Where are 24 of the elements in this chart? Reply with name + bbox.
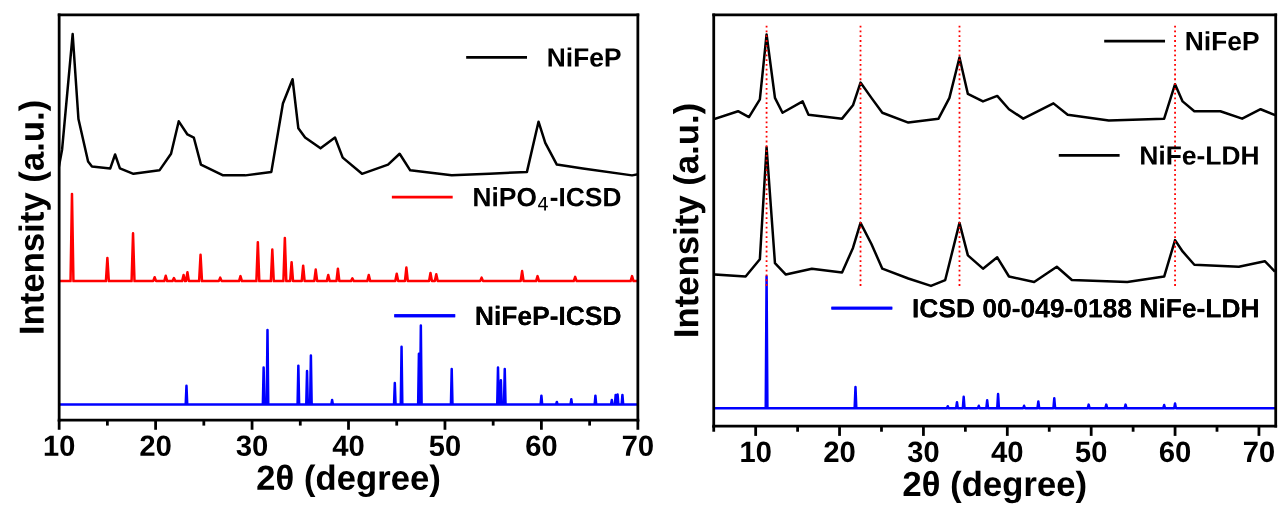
x-tick-label: 30 [907, 441, 939, 463]
x-tick-label: 70 [1243, 441, 1274, 463]
x-tick-label: 40 [332, 435, 364, 457]
legend-label: NiPO$_{4}$-ICSD [474, 187, 621, 211]
legend-label: ICSD 00-049-0188 NiFe-LDH [913, 298, 1258, 318]
x-tick-label: 20 [824, 441, 855, 463]
legend-label: NiFeP [548, 47, 621, 67]
y-axis-title: Intensity (a.u.) [18, 101, 51, 333]
x-tick-label: 50 [1075, 441, 1107, 463]
x-tick-label: 10 [44, 435, 75, 457]
x-tick-label: 40 [991, 441, 1023, 463]
x-tick-label: 50 [429, 435, 460, 457]
x-axis-title: 2θ (degree) [257, 464, 440, 498]
x-tick-label: 10 [741, 441, 771, 463]
legend-label: NiFeP [1186, 31, 1259, 51]
x-tick-label: 60 [1159, 441, 1191, 463]
x-tick-label: 60 [526, 435, 557, 457]
x-tick-label: 70 [622, 435, 653, 457]
legend-label: NiFeP-ICSD [476, 305, 621, 326]
legend-label: NiFe-LDH [1141, 145, 1258, 165]
y-axis-title: Intensity (a.u.) [673, 104, 706, 336]
x-tick-label: 20 [140, 435, 171, 457]
x-tick-label: 30 [236, 435, 268, 457]
x-axis-title: 2θ (degree) [903, 470, 1086, 504]
